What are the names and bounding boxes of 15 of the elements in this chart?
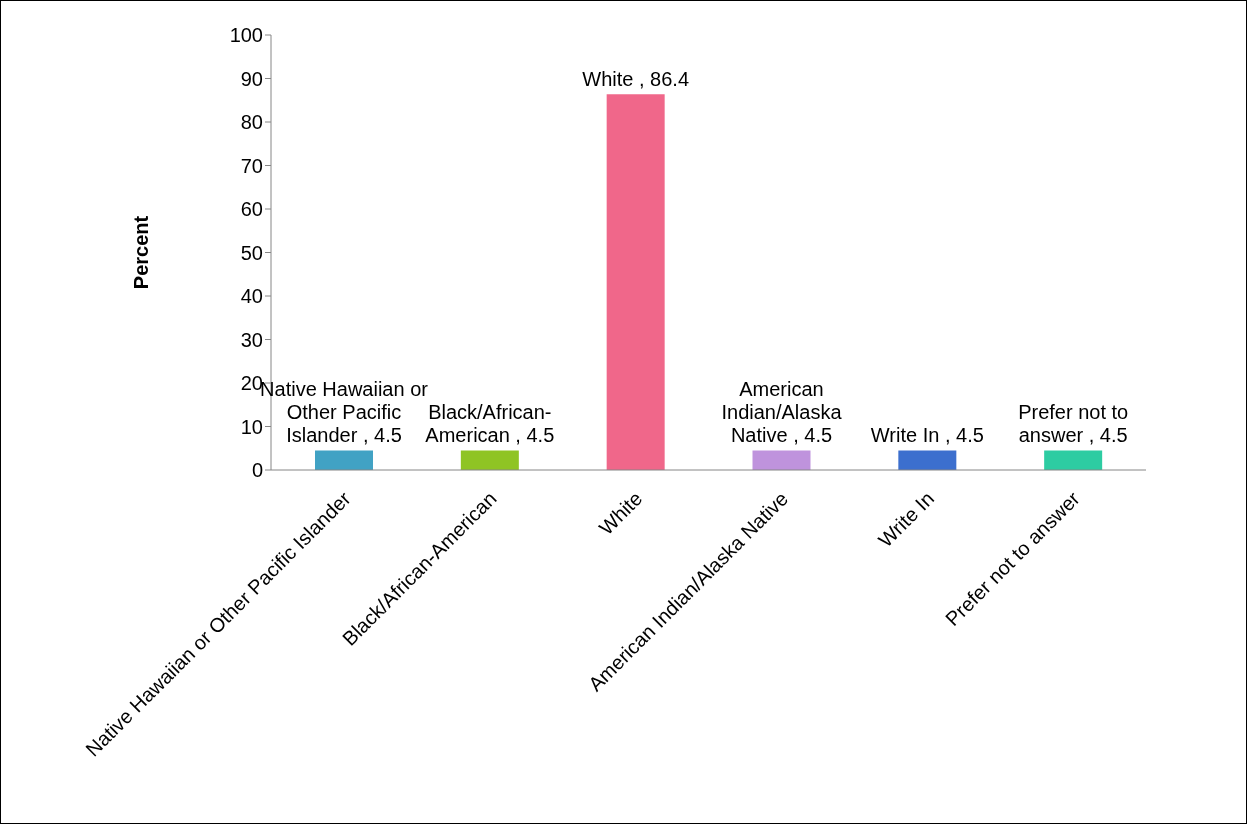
y-tick-label: 50 bbox=[240, 241, 263, 264]
y-tick-label: 80 bbox=[240, 111, 263, 134]
data-label: White , 86.4 bbox=[582, 68, 690, 91]
y-tick-label: 60 bbox=[240, 198, 263, 221]
y-tick-label: 70 bbox=[240, 154, 263, 177]
y-tick-label: 40 bbox=[240, 285, 263, 308]
data-label: American Indian/Alaska Native , 4.5 bbox=[721, 378, 843, 447]
y-tick-label: 90 bbox=[240, 67, 263, 90]
y-tick-label: 0 bbox=[251, 459, 263, 482]
y-axis-title: Percent bbox=[130, 215, 153, 290]
y-tick-label: 100 bbox=[229, 24, 263, 47]
data-label: Prefer not to answer , 4.5 bbox=[1018, 401, 1129, 447]
y-tick-label: 30 bbox=[240, 328, 263, 351]
y-tick-label: 10 bbox=[240, 415, 263, 438]
data-label: Write In , 4.5 bbox=[870, 424, 984, 447]
